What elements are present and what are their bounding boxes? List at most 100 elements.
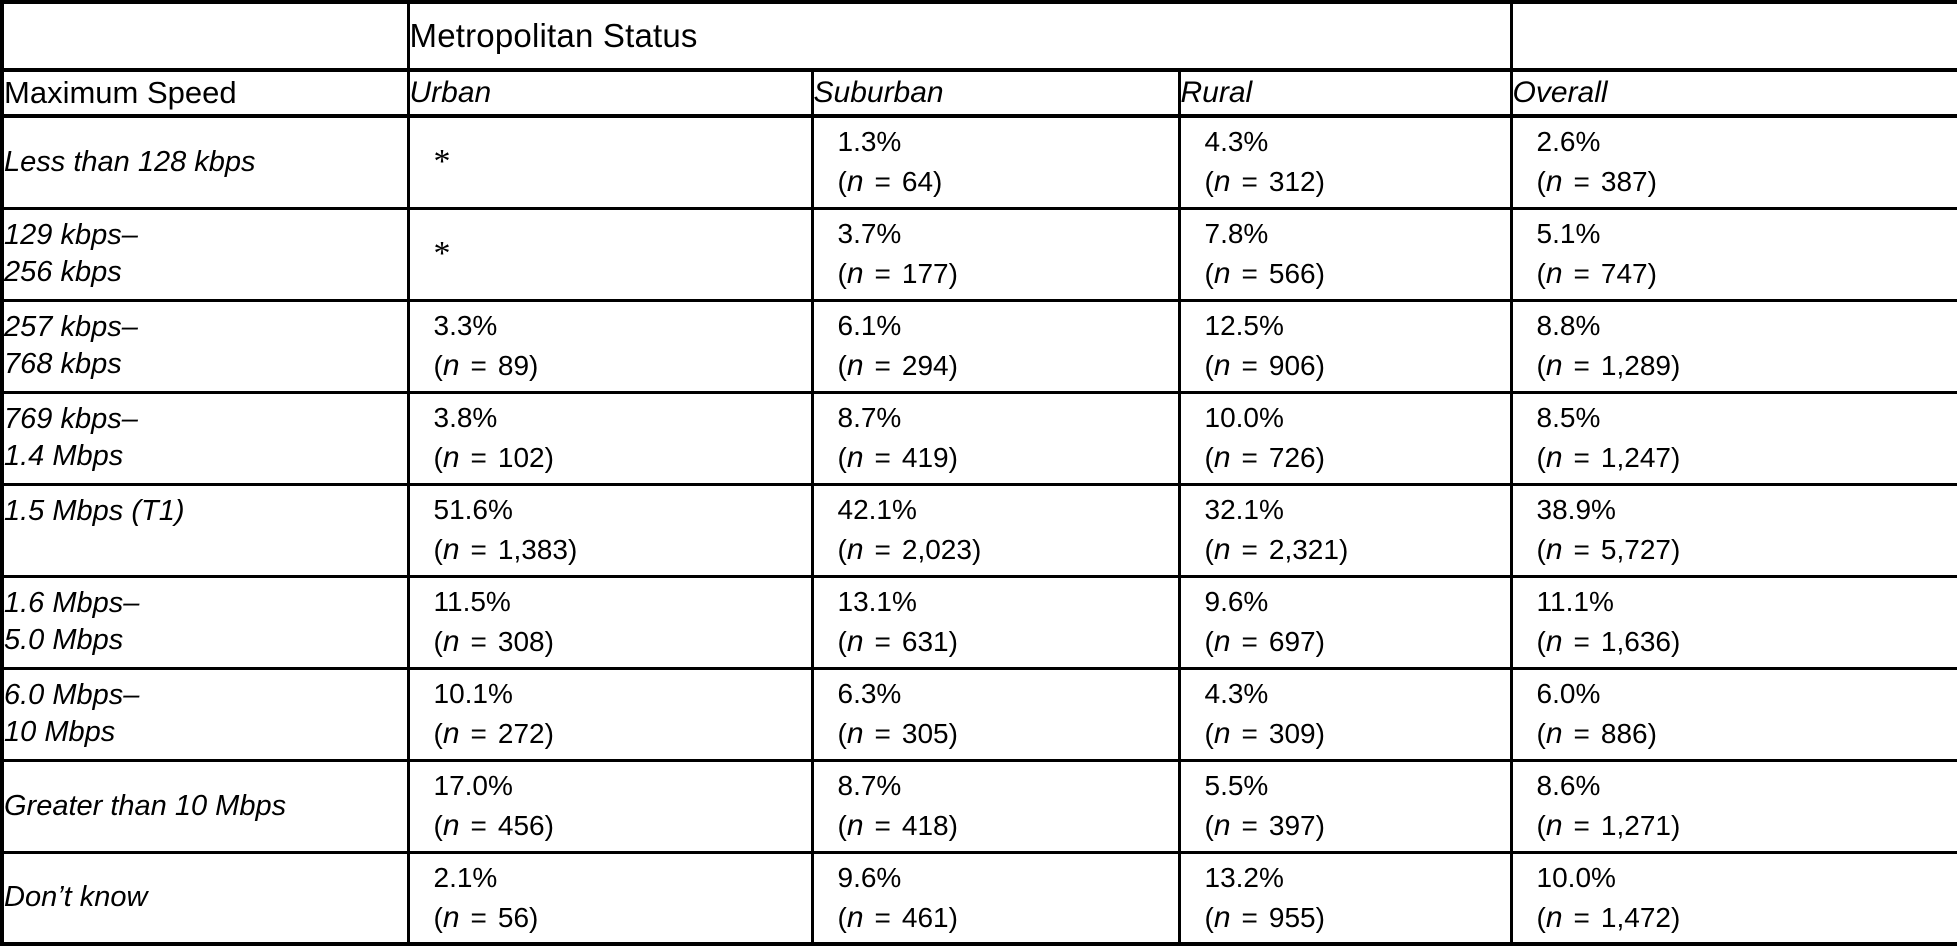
column-header-row: Maximum Speed Urban Suburban Rural Overa… [0,68,1957,118]
percentage-value: 11.1% [1536,586,1614,617]
sample-size: (n = 955) [1205,898,1509,938]
sample-size: (n = 309) [1205,714,1509,754]
equals-sign: = [874,810,891,841]
row-label-line: 256 kbps [4,256,122,288]
data-cell-missing: * [406,114,814,210]
percentage-value: 4.3% [1204,678,1269,709]
n-variable: n [442,717,460,750]
table-row: 1.5 Mbps (T1) 51.6% (n = 1,383) 42.1% (n = 2,02… [0,482,1957,578]
n-variable: n [442,809,460,842]
percentage-value: 5.1% [1536,218,1601,249]
percentage-value: 13.2% [1204,861,1284,893]
corner-cell-top-right [1509,0,1957,72]
data-cell: 8.6% (n = 1,271) [1509,758,1957,854]
n-variable: n [846,900,864,934]
sample-size: (n = 397) [1205,806,1509,846]
row-label-line: Don’t know [4,881,148,914]
n-variable: n [1213,625,1231,658]
n-variable: n [1545,165,1563,199]
equals-sign: = [470,626,487,657]
data-cell: 10.0% (n = 1,472) [1509,850,1957,946]
data-cell: 6.1% (n = 294) [810,298,1181,394]
row-label-line: 1.6 Mbps– [4,587,140,619]
data-cell: 11.1% (n = 1,636) [1509,574,1957,670]
data-cell: 6.0% (n = 886) [1509,666,1957,762]
percentage-value: 6.1% [837,310,902,341]
data-cell: 4.3% (n = 312) [1177,114,1513,210]
data-cell: 3.3% (n = 89) [406,298,814,394]
sample-size: (n = 308) [434,622,810,662]
data-cell: 3.8% (n = 102) [406,390,814,486]
n-variable: n [846,625,864,658]
equals-sign: = [874,442,891,473]
equals-sign: = [470,718,487,749]
percentage-value: 8.7% [837,402,902,433]
sample-size: (n = 906) [1205,346,1509,386]
row-label: 129 kbps– 256 kbps [0,206,410,302]
sample-size: (n = 1,383) [434,530,810,570]
data-cell: 13.2% (n = 955) [1177,850,1513,946]
percentage-value: 9.6% [1204,586,1269,617]
percentage-value: 10.1% [433,678,513,709]
equals-sign: = [874,166,891,198]
percentage-value: 8.6% [1536,770,1601,801]
data-cell: 10.1% (n = 272) [406,666,814,762]
sample-size: (n = 456) [434,806,810,846]
sample-size: (n = 631) [838,622,1177,662]
percentage-value: 9.6% [837,861,902,893]
equals-sign: = [1573,258,1590,289]
percentage-value: 32.1% [1204,494,1284,525]
sample-size: (n = 566) [1205,254,1509,294]
data-cell: 8.7% (n = 419) [810,390,1181,486]
group-title: Metropolitan Status [406,0,1513,72]
row-label: 769 kbps– 1.4 Mbps [0,390,410,486]
n-variable: n [846,441,864,474]
equals-sign: = [1573,901,1590,933]
sample-size: (n = 747) [1537,254,1957,294]
table-row: Don’t know 2.1% (n = 56) 9.6% (n = 461) 13.2% (n = 9… [0,850,1957,946]
percentage-value: 4.3% [1204,126,1269,158]
percentage-value: 2.6% [1536,126,1601,158]
equals-sign: = [874,258,891,289]
sample-size: (n = 1,472) [1537,898,1957,938]
sample-size: (n = 1,289) [1537,346,1957,386]
sample-size: (n = 1,247) [1537,438,1957,478]
equals-sign: = [1573,718,1590,749]
corner-cell-top-left [0,0,410,72]
equals-sign: = [1573,534,1590,565]
percentage-value: 5.5% [1204,770,1269,801]
row-label-line: Less than 128 kbps [4,145,256,178]
table-row: Less than 128 kbps * 1.3% (n = 64) 4.3% (n = 312)… [0,114,1957,210]
table-row: Greater than 10 Mbps 17.0% (n = 456) 8.7% (n = 4… [0,758,1957,854]
equals-sign: = [1573,350,1590,381]
data-cell: 8.8% (n = 1,289) [1509,298,1957,394]
row-label-line: 10 Mbps [4,716,116,748]
sample-size: (n = 305) [838,714,1177,754]
table-row: 6.0 Mbps– 10 Mbps 10.1% (n = 272) 6.3% (n = 305) 4… [0,666,1957,762]
equals-sign: = [1241,258,1258,289]
n-variable: n [1213,349,1231,382]
data-cell: 38.9% (n = 5,727) [1509,482,1957,578]
sample-size: (n = 419) [838,438,1177,478]
table-row: 129 kbps– 256 kbps * 3.7% (n = 177) 7.8% (n = 566)… [0,206,1957,302]
n-variable: n [1545,441,1563,474]
row-label-line: 1.5 Mbps (T1) [4,495,185,527]
row-label-line: Greater than 10 Mbps [4,789,287,822]
equals-sign: = [874,534,891,565]
percentage-value: 2.1% [433,861,498,893]
sample-size: (n = 2,321) [1205,530,1509,570]
percentage-value: 17.0% [433,770,513,801]
row-label: 257 kbps– 768 kbps [0,298,410,394]
sample-size: (n = 726) [1205,438,1509,478]
sample-size: (n = 886) [1537,714,1957,754]
data-cell-missing: * [406,206,814,302]
row-label-line: 1.4 Mbps [4,440,124,472]
n-variable: n [442,441,460,474]
sample-size: (n = 1,271) [1537,806,1957,846]
equals-sign: = [874,901,891,933]
table-row: 257 kbps– 768 kbps 3.3% (n = 89) 6.1% (n = 294) 12… [0,298,1957,394]
sample-size: (n = 89) [434,346,810,386]
n-variable: n [1545,717,1563,750]
sample-size: (n = 294) [838,346,1177,386]
sample-size: (n = 418) [838,806,1177,846]
